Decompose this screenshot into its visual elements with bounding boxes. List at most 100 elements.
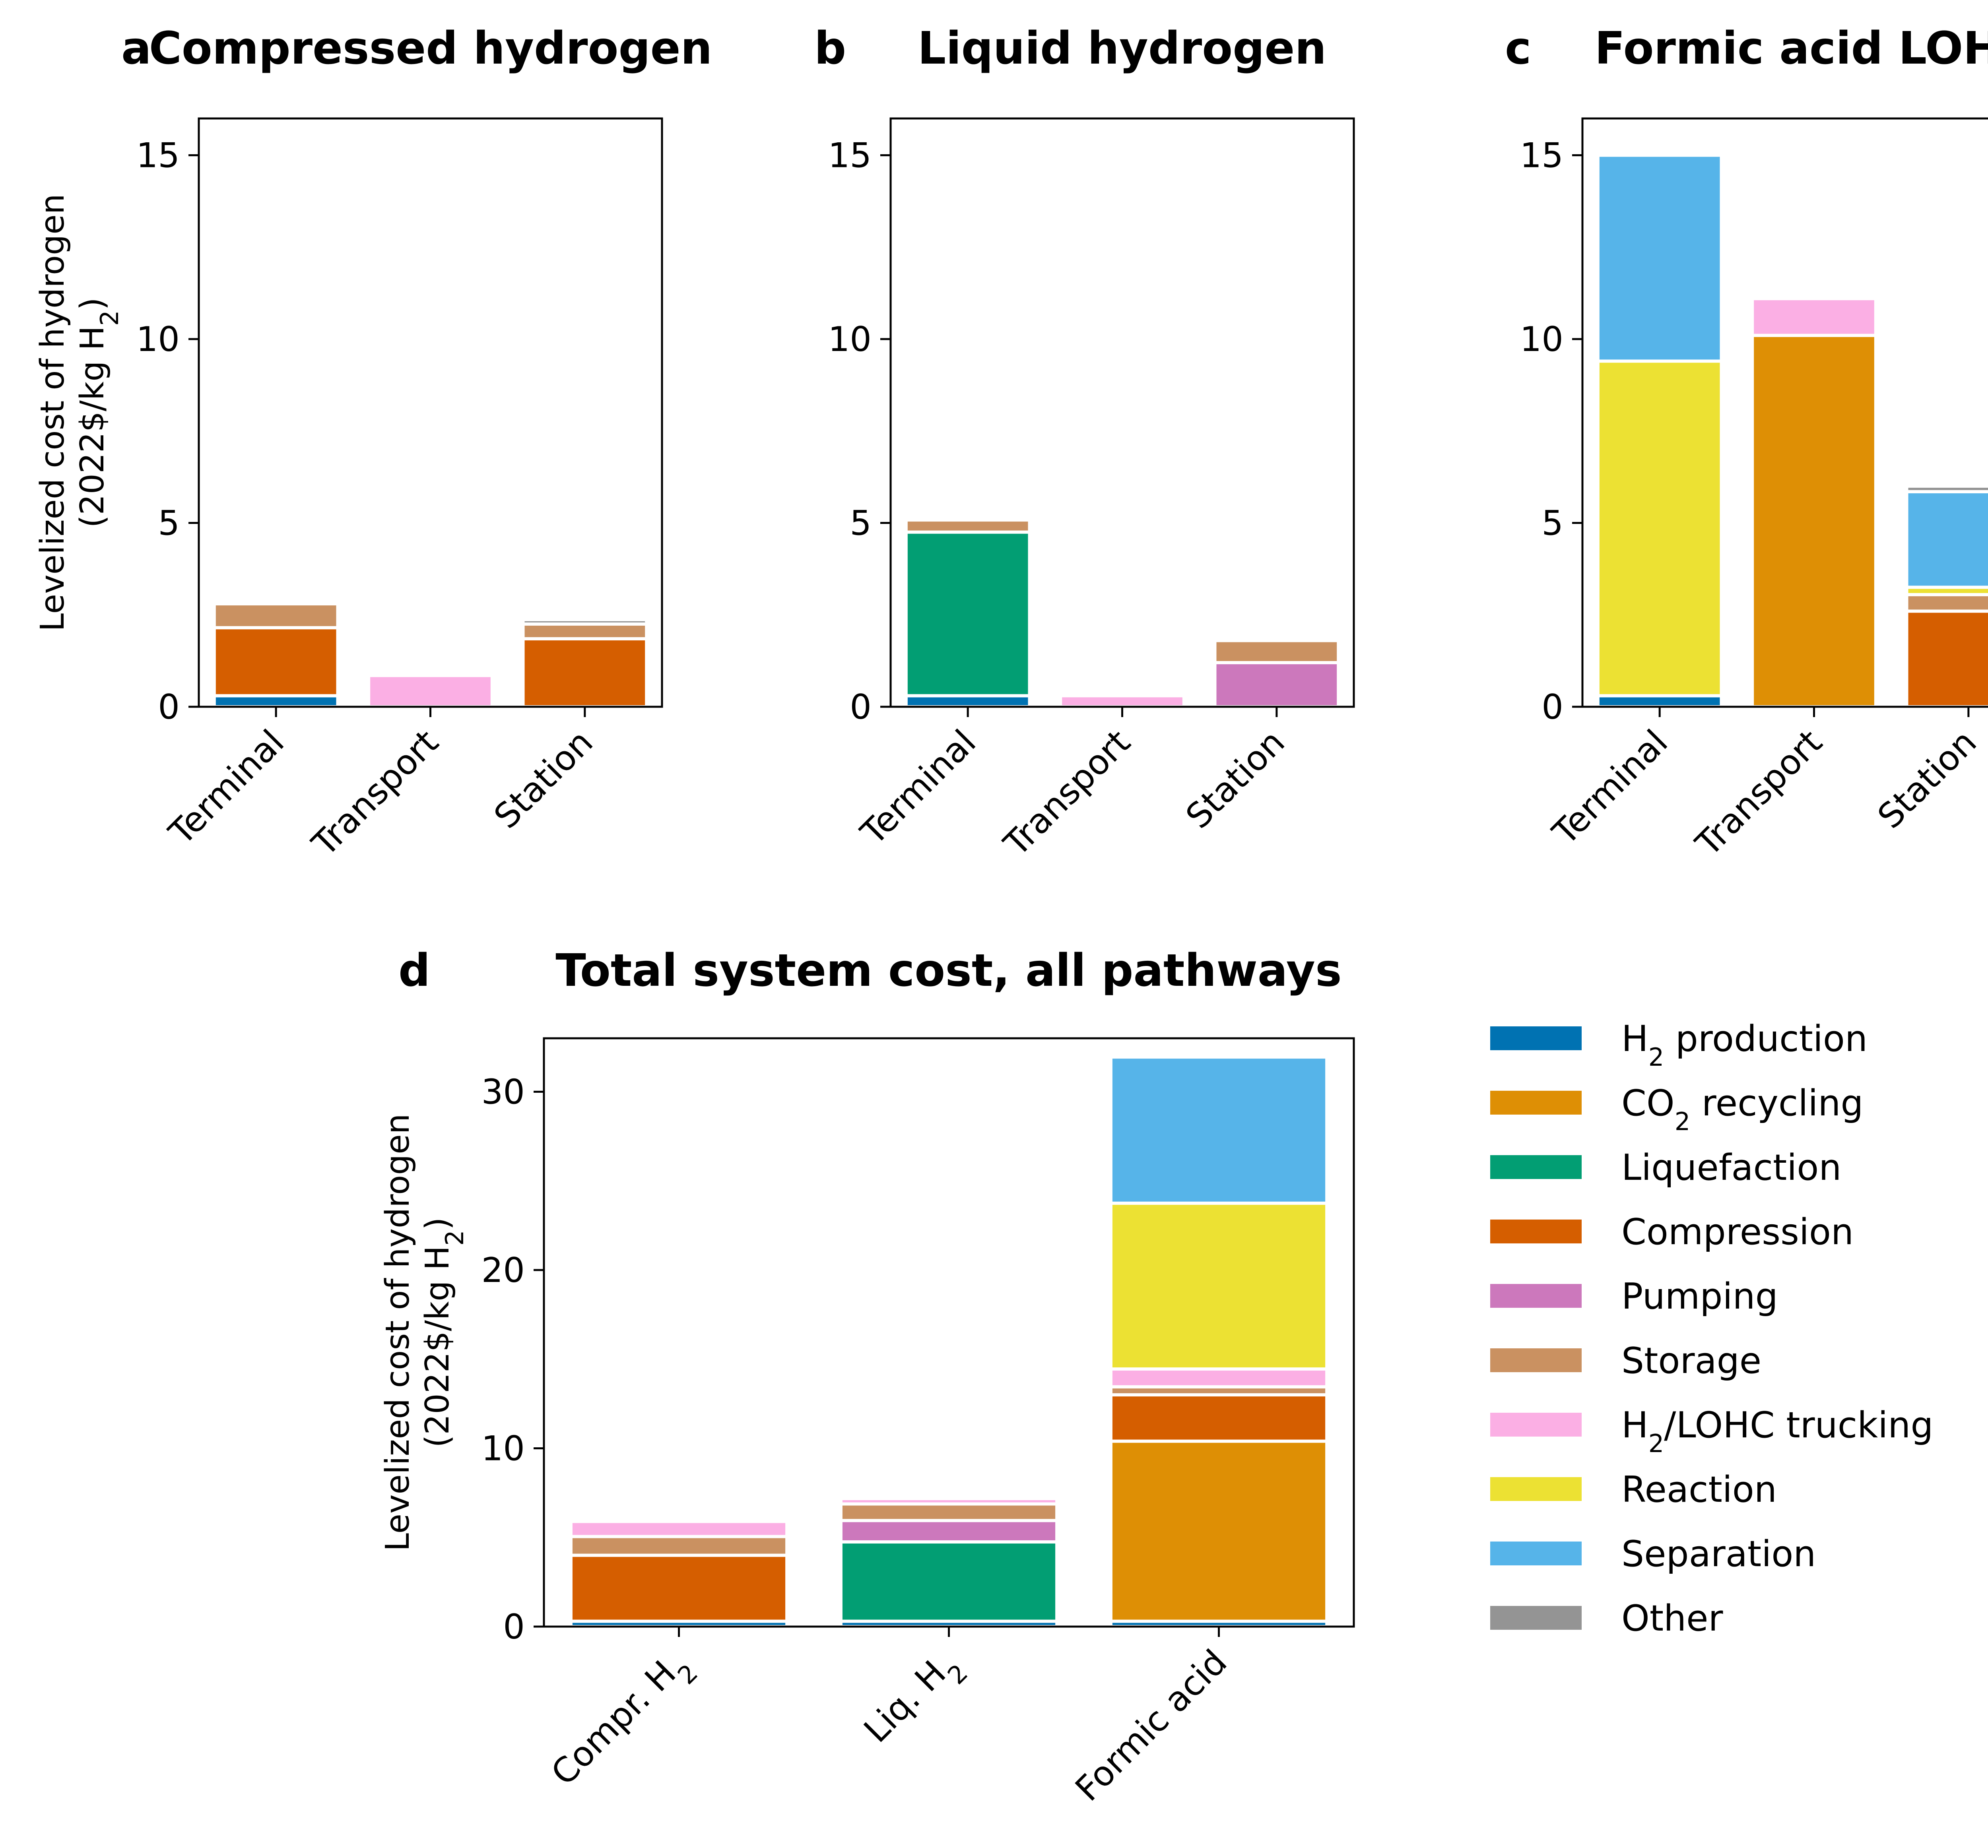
- bar-segment-compression: [521, 637, 648, 708]
- legend-swatch: [1490, 1220, 1582, 1243]
- legend-swatch: [1490, 1284, 1582, 1308]
- bar-segment-other: [569, 1518, 789, 1523]
- y-tick-label: 0: [503, 1607, 525, 1647]
- x-tick-label: Station: [1178, 722, 1293, 836]
- panel-title: Liquid hydrogen: [918, 23, 1326, 74]
- legend-swatch: [1490, 1155, 1582, 1179]
- panel-d: d Total system cost, all pathways 0 10 20 30 C…: [379, 945, 1355, 1809]
- bar-segment-storage: [569, 1535, 789, 1557]
- legend-swatch: [1490, 1542, 1582, 1565]
- legend-swatch: [1490, 1477, 1582, 1501]
- legend-swatch: [1490, 1091, 1582, 1115]
- bar-segment-separation: [1905, 490, 1988, 589]
- bar-segment-h2-lohc-trucking: [1751, 297, 1877, 337]
- bar-segment-reaction: [1596, 359, 1723, 698]
- legend-label: CO2 recycling: [1621, 1082, 1864, 1136]
- y-axis-label-line1: Levelized cost of hydrogen: [379, 1113, 417, 1551]
- legend-item-trucking: H2/LOHC trucking: [1490, 1404, 1933, 1458]
- x-tick-label: Transport: [996, 722, 1138, 864]
- x-tick-label: Terminal: [161, 722, 292, 853]
- y-tick-label: 20: [481, 1251, 525, 1290]
- legend-item-reaction: Reaction: [1490, 1469, 1777, 1511]
- x-tick-label: Terminal: [1545, 722, 1675, 853]
- panel-b: b Liquid hydrogen 0 5 10 15 Terminal Transport S…: [814, 23, 1355, 864]
- x-tick-label: Station: [487, 722, 601, 836]
- x-tick-label: Terminal: [853, 722, 984, 853]
- bar-segment-compression: [1905, 609, 1988, 708]
- y-tick-label: 15: [828, 136, 872, 176]
- y-tick-label: 10: [136, 320, 180, 359]
- panel-letter: d: [398, 945, 430, 997]
- legend-label: Reaction: [1621, 1469, 1777, 1511]
- y-tick-label: 15: [136, 136, 180, 176]
- bar-segment-compression: [569, 1553, 789, 1623]
- bar-segment-h2-lohc-trucking: [367, 674, 494, 708]
- legend-label: Storage: [1621, 1340, 1761, 1382]
- bar-segment-other: [521, 618, 648, 626]
- bar-segment-compression: [212, 626, 340, 698]
- x-tick-label: Formic acid: [1068, 1642, 1235, 1809]
- y-tick-label: 15: [1520, 136, 1563, 176]
- panel-c: c Formic acid LOHC 0 5 10 15 TerminalTransport…: [1505, 23, 1988, 864]
- legend-item-h2_production: H2 production: [1490, 1018, 1868, 1072]
- legend-item-storage: Storage: [1490, 1340, 1761, 1382]
- panel-letter: c: [1505, 23, 1531, 74]
- x-tick-label: Transport: [1688, 722, 1830, 864]
- panel-title: Total system cost, all pathways: [555, 945, 1342, 997]
- panel-letter: b: [814, 23, 846, 74]
- y-tick-label: 10: [481, 1429, 525, 1469]
- legend-swatch: [1490, 1348, 1582, 1372]
- x-tick-label: Compr. H2: [544, 1642, 703, 1801]
- y-tick-label: 0: [850, 687, 872, 727]
- legend-item-pumping: Pumping: [1490, 1276, 1778, 1317]
- bar-segment-liquefaction: [904, 530, 1031, 698]
- bar-segment-pumping: [1213, 661, 1340, 708]
- legend-label: H2/LOHC trucking: [1621, 1404, 1933, 1458]
- bar-segment-other: [1109, 1053, 1329, 1059]
- legend-label: Liquefaction: [1621, 1147, 1841, 1189]
- legend: H2 production CO2 recycling Liquefaction Co…: [1490, 1018, 1933, 1639]
- legend-label: Pumping: [1621, 1276, 1778, 1317]
- legend-item-liquefaction: Liquefaction: [1490, 1147, 1841, 1189]
- bar-segment-storage: [212, 602, 340, 630]
- bar-segment-h2-lohc-trucking: [839, 1497, 1059, 1506]
- y-tick-label: 0: [1541, 687, 1563, 727]
- bar-segment-storage: [904, 518, 1031, 534]
- bars: [569, 1053, 1329, 1628]
- bar-segment-storage: [521, 622, 648, 640]
- bar-segment-separation: [1596, 153, 1723, 363]
- bar-segment-h2-lohc-trucking: [1109, 1367, 1329, 1388]
- legend-item-compression: Compression: [1490, 1211, 1854, 1253]
- legend-label: Compression: [1621, 1211, 1854, 1253]
- legend-item-separation: Separation: [1490, 1533, 1816, 1575]
- y-tick-label: 0: [158, 687, 180, 727]
- bar-segment-pumping: [839, 1519, 1059, 1544]
- bar-segment-other: [1905, 485, 1988, 493]
- x-tick-label: Liq. H2: [856, 1642, 973, 1759]
- y-tick-label: 30: [481, 1072, 525, 1112]
- bars: [212, 602, 648, 708]
- bar-segment-liquefaction: [839, 1540, 1059, 1623]
- x-tick-label: Station: [1870, 722, 1984, 836]
- y-tick-label: 5: [1541, 504, 1563, 543]
- bar-segment-h2-production: [904, 694, 1031, 708]
- bar-segment-co2-recycling: [1751, 334, 1877, 708]
- y-tick-label: 5: [850, 504, 872, 543]
- panel-letter: a: [121, 23, 151, 74]
- legend-label: Other: [1621, 1598, 1723, 1639]
- y-axis-label-line2: (2022$/kg H2): [419, 1217, 469, 1447]
- y-axis-label-line1: Levelized cost of hydrogen: [34, 194, 72, 631]
- panel-title: Formic acid LOHC: [1595, 23, 1988, 74]
- bar-segment-storage: [1905, 593, 1988, 613]
- bar-segment-h2-production: [1596, 694, 1723, 708]
- x-tick-label: Transport: [305, 722, 447, 864]
- legend-label: H2 production: [1621, 1018, 1868, 1072]
- bars: [1596, 153, 1988, 708]
- panel-title: Compressed hydrogen: [149, 23, 712, 74]
- bars: [904, 518, 1340, 708]
- y-tick-label: 10: [1520, 320, 1563, 359]
- legend-label: Separation: [1621, 1533, 1816, 1575]
